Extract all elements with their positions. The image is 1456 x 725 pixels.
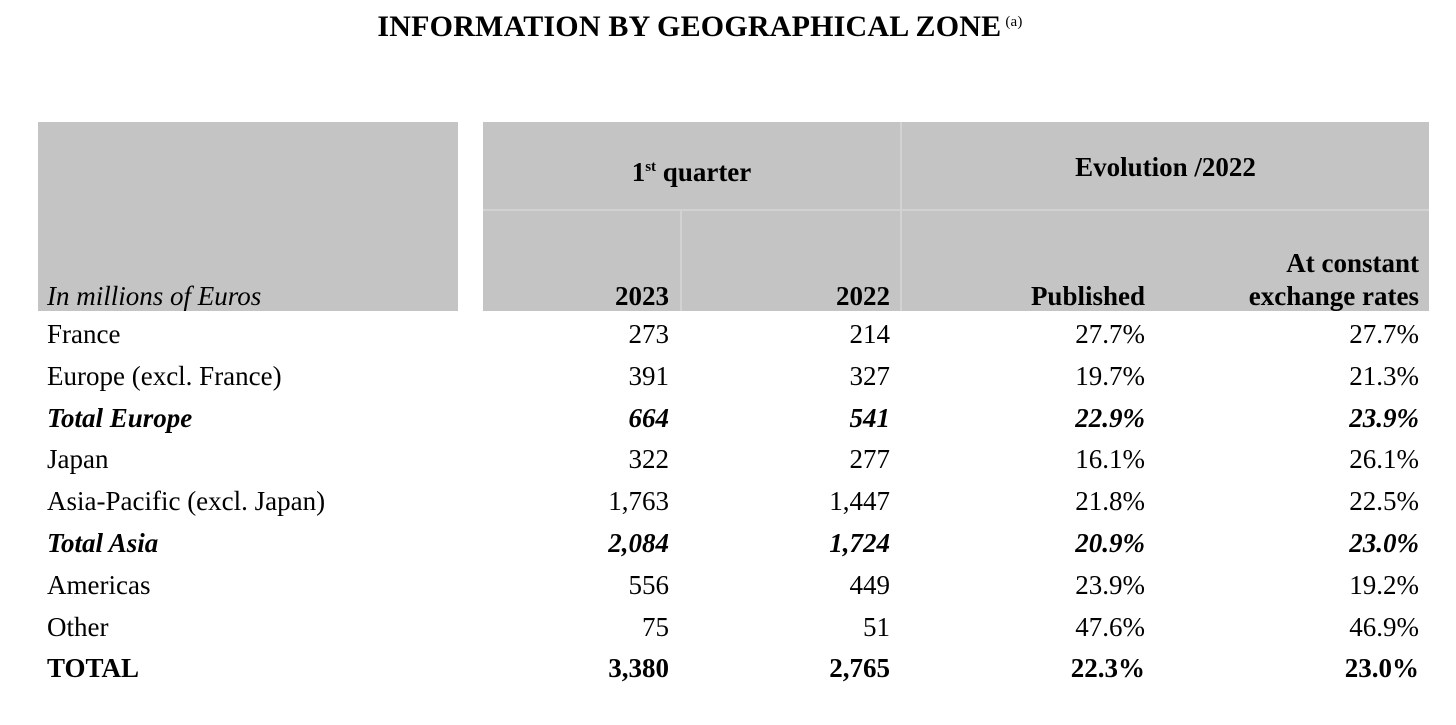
cell-2022: 214 — [849, 319, 891, 349]
cell-published: 20.9% — [1075, 528, 1145, 558]
cell-constant-rates: 26.1% — [1349, 444, 1419, 475]
cell-2023: 391 — [628, 360, 670, 391]
cell-2022: 1,724 — [829, 528, 890, 558]
header-col-2023: 2023 — [615, 281, 669, 311]
row-label: Europe (excl. France) — [47, 360, 282, 391]
row-label: Total Asia — [47, 528, 159, 558]
cell-constant-rates: 19.2% — [1349, 569, 1419, 600]
cell-2022: 541 — [849, 402, 891, 433]
title-footnote-marker: (a) — [1005, 14, 1023, 30]
cell-constant-rates: 21.3% — [1349, 360, 1419, 391]
cell-2023: 322 — [628, 444, 670, 475]
header-divider — [483, 209, 1429, 211]
cell-2023: 75 — [642, 611, 669, 642]
cell-2022: 277 — [849, 444, 891, 475]
cell-constant-rates: 23.0% — [1349, 528, 1419, 558]
row-label: Japan — [47, 444, 109, 475]
table-header-columns-block — [483, 122, 1429, 311]
cell-2023: 556 — [628, 569, 670, 600]
row-label: France — [47, 319, 121, 349]
cell-2023: 273 — [628, 319, 670, 349]
table-header-label-block — [38, 122, 458, 311]
header-unit-label: In millions of Euros — [47, 281, 262, 311]
row-label: Asia-Pacific (excl. Japan) — [47, 486, 326, 517]
cell-published: 22.9% — [1075, 402, 1145, 433]
cell-constant-rates: 23.0% — [1344, 653, 1419, 684]
cell-constant-rates: 27.7% — [1349, 319, 1419, 349]
header-col-2022: 2022 — [836, 281, 890, 311]
cell-2022: 327 — [849, 360, 891, 391]
header-divider — [680, 210, 682, 311]
header-col-constant-line1: At constant — [1286, 248, 1419, 278]
row-label: Total Europe — [47, 402, 193, 433]
cell-2022: 2,765 — [829, 653, 890, 684]
cell-constant-rates: 23.9% — [1349, 402, 1419, 433]
header-group-first-quarter: 1st quarter — [631, 157, 752, 187]
cell-published: 21.8% — [1075, 486, 1145, 517]
row-label: TOTAL — [47, 653, 140, 684]
header-divider — [900, 122, 902, 311]
cell-2022: 449 — [849, 569, 891, 600]
cell-2022: 1,447 — [829, 486, 890, 517]
header-col-constant-line2: exchange rates — [1248, 281, 1419, 311]
cell-2023: 664 — [628, 402, 670, 433]
cell-published: 16.1% — [1075, 444, 1145, 475]
cell-2023: 1,763 — [608, 486, 669, 517]
row-label: Other — [47, 611, 109, 642]
page-title: INFORMATION BY GEOGRAPHICAL ZONE (a) — [377, 10, 1023, 43]
cell-2022: 51 — [863, 611, 890, 642]
cell-2023: 2,084 — [608, 528, 669, 558]
cell-published: 27.7% — [1075, 319, 1145, 349]
header-group-evolution: Evolution /2022 — [1075, 152, 1256, 182]
cell-published: 19.7% — [1075, 360, 1145, 391]
cell-constant-rates: 46.9% — [1349, 611, 1419, 642]
cell-published: 22.3% — [1070, 653, 1145, 684]
cell-published: 47.6% — [1075, 611, 1145, 642]
header-col-published: Published — [1030, 281, 1145, 311]
cell-2023: 3,380 — [608, 653, 669, 684]
cell-constant-rates: 22.5% — [1349, 486, 1419, 517]
row-label: Americas — [47, 569, 151, 600]
cell-published: 23.9% — [1075, 569, 1145, 600]
